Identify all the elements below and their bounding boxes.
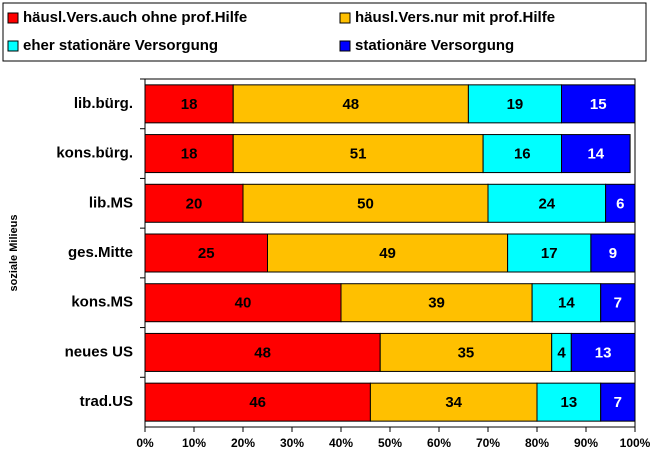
data-label: 25 (198, 245, 215, 262)
x-tick-label: 60% (427, 436, 451, 450)
bar-segment (605, 183, 636, 223)
bar-segment (232, 134, 484, 174)
legend-swatch (7, 40, 19, 52)
data-label: 48 (254, 344, 271, 361)
data-label: 13 (561, 394, 578, 411)
data-label: 6 (616, 195, 624, 212)
legend-label: häusl.Vers.nur mit prof.Hilfe (355, 9, 555, 26)
bar-segment (144, 332, 381, 372)
x-tick-label: 40% (329, 436, 353, 450)
bar-segment (144, 84, 234, 124)
data-label: 7 (614, 394, 622, 411)
bar-segment (600, 283, 636, 323)
legend-box (2, 2, 647, 62)
y-tick-label: kons.MS (71, 294, 133, 311)
x-tick-label: 90% (574, 436, 598, 450)
bar-segment (561, 134, 631, 174)
legend-label: stationäre Versorgung (355, 37, 514, 54)
x-tick-label: 50% (378, 436, 402, 450)
data-label: 18 (181, 96, 198, 113)
bar-segment (561, 84, 636, 124)
y-tick-label: lib.bürg. (74, 95, 133, 112)
bar-segment (531, 283, 602, 323)
data-label: 49 (379, 245, 396, 262)
y-tick-label: neues US (65, 343, 133, 360)
legend-label: häusl.Vers.auch ohne prof.Hilfe (23, 9, 247, 26)
data-label: 13 (595, 344, 612, 361)
y-tick-label: kons.bürg. (56, 145, 133, 162)
data-label: 4 (557, 344, 566, 361)
data-label: 7 (614, 295, 622, 312)
data-label: 50 (357, 195, 374, 212)
bar-segment (144, 283, 342, 323)
x-tick-label: 0% (136, 436, 154, 450)
x-tick-label: 100% (620, 436, 650, 450)
x-tick-label: 70% (476, 436, 500, 450)
legend-swatch (339, 12, 351, 24)
x-tick-label: 80% (525, 436, 549, 450)
bar-segment (487, 183, 607, 223)
bar-segment (144, 134, 234, 174)
data-label: 9 (609, 245, 617, 262)
bar-segment (379, 332, 553, 372)
x-tick-label: 10% (182, 436, 206, 450)
data-label: 16 (514, 146, 531, 163)
y-tick-label: lib.MS (89, 194, 133, 211)
legend-swatch (339, 40, 351, 52)
x-tick-label: 20% (231, 436, 255, 450)
data-label: 35 (458, 344, 475, 361)
data-label: 19 (507, 96, 524, 113)
data-label: 34 (445, 394, 462, 411)
data-label: 39 (428, 295, 445, 312)
data-label: 51 (350, 146, 367, 163)
bar-segment (536, 382, 602, 422)
bar-segment (369, 382, 538, 422)
data-label: 20 (186, 195, 203, 212)
bar-segment (590, 233, 636, 273)
data-label: 48 (342, 96, 359, 113)
data-label: 24 (538, 195, 555, 212)
bar-segment (144, 183, 244, 223)
data-label: 14 (558, 295, 575, 312)
y-tick-label: trad.US (80, 393, 133, 410)
data-label: 15 (590, 96, 607, 113)
y-axis-label: soziale Milieus (8, 214, 20, 291)
bar-segment (570, 332, 636, 372)
data-label: 46 (249, 394, 266, 411)
y-tick-label: ges.Mitte (68, 244, 133, 261)
data-label: 18 (181, 146, 198, 163)
x-tick-label: 30% (280, 436, 304, 450)
data-label: 14 (587, 146, 604, 163)
data-label: 17 (541, 245, 558, 262)
legend-swatch (7, 12, 19, 24)
bar-segment (482, 134, 563, 174)
bar-segment (144, 382, 371, 422)
bar-segment (242, 183, 489, 223)
bar-segment (600, 382, 636, 422)
bar-segment (340, 283, 533, 323)
legend-label: eher stationäre Versorgung (23, 37, 218, 54)
data-label: 40 (235, 295, 252, 312)
